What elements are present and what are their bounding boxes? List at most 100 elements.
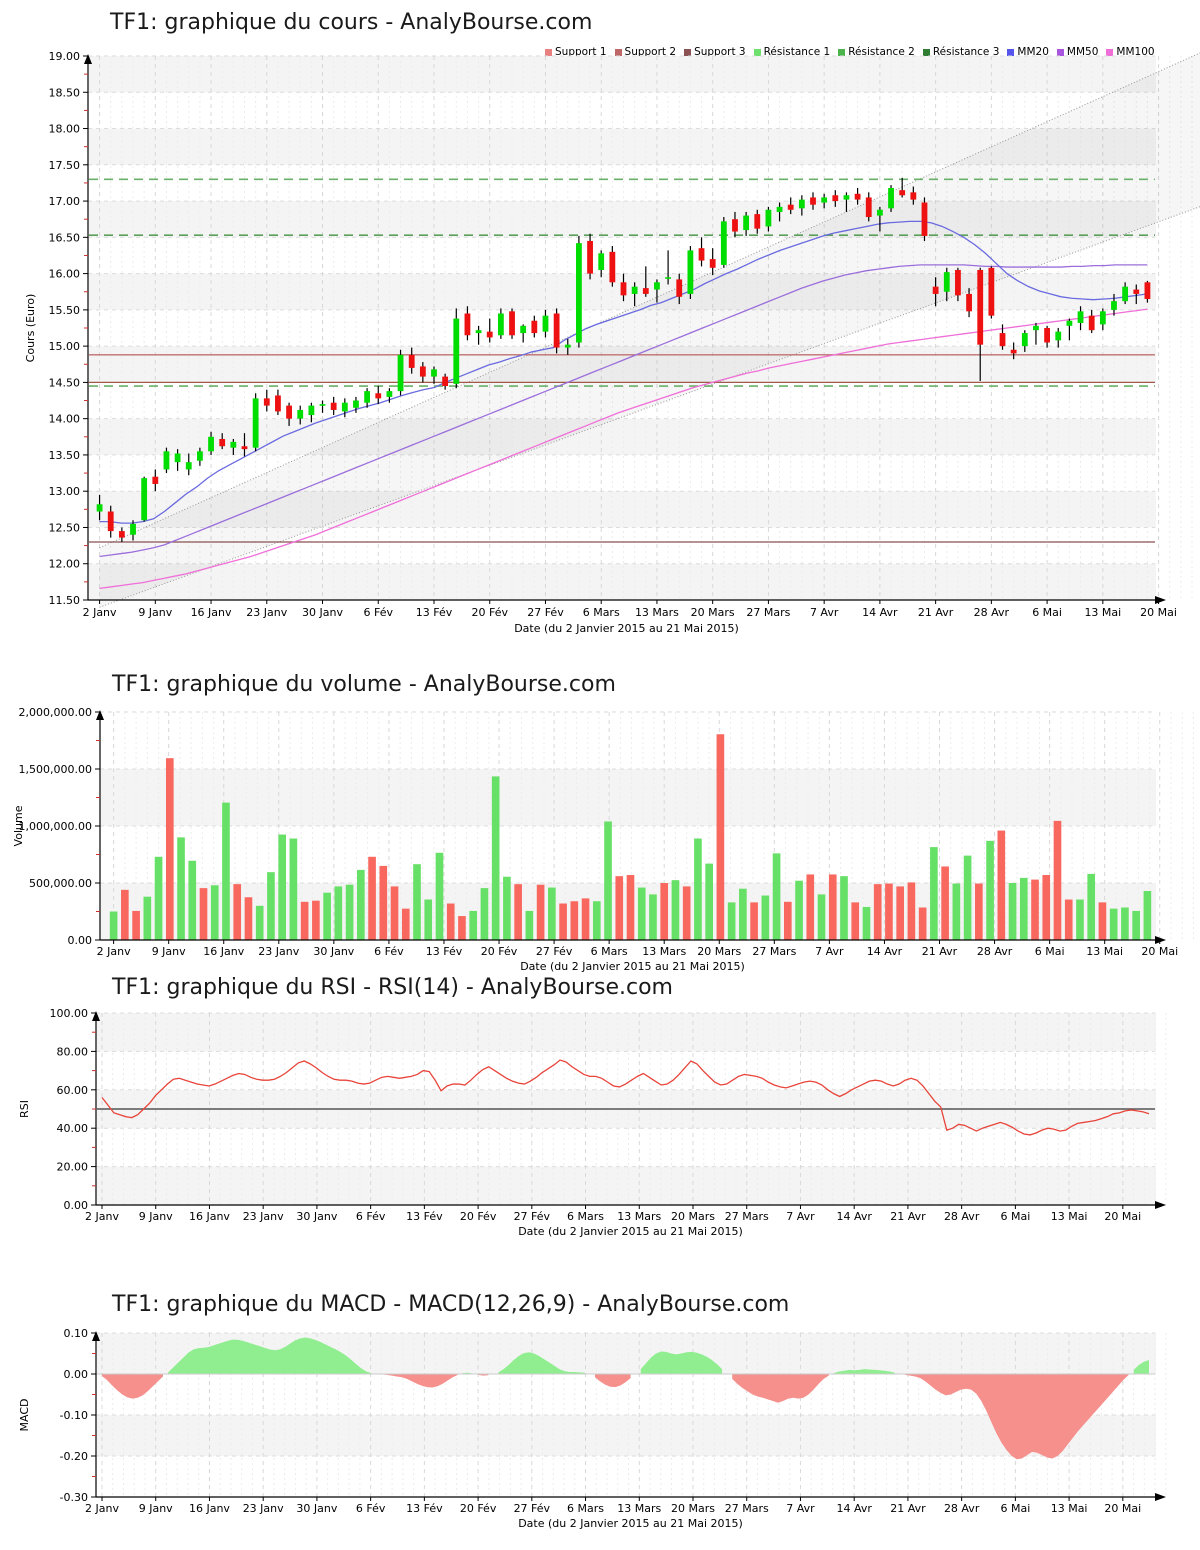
candle-body [185, 462, 192, 470]
x-axis-tick-label: 20 Fév [460, 1210, 497, 1223]
candle-body [442, 376, 449, 387]
volume-bar [795, 880, 803, 940]
macd-area-positive [640, 1351, 723, 1374]
candle-body [1021, 333, 1028, 347]
legend-item-mm100[interactable]: MM100 [1106, 46, 1155, 58]
x-axis-tick-label: 6 Mai [1000, 1210, 1030, 1223]
y-axis-tick-label: 12.50 [49, 521, 81, 534]
x-axis-arrow-icon [1155, 1493, 1166, 1501]
x-axis-tick-label: 6 Mars [591, 945, 628, 958]
x-axis-tick-label: 6 Mars [583, 606, 620, 619]
candle-body [955, 269, 961, 296]
candle-body [787, 204, 794, 210]
volume-bar [233, 884, 242, 940]
volume-bar [581, 898, 590, 940]
x-axis-tick-label: 27 Mars [746, 606, 790, 619]
legend-item-mm20[interactable]: MM20 [1007, 46, 1049, 58]
volume-bar [930, 847, 938, 940]
mm50-line [99, 264, 1148, 558]
volume-chart-svg: 0.00 500,000.00 1,000,000.00 1,500,000.00 2,… [12, 706, 1194, 973]
candle-body [431, 369, 437, 377]
volume-bar [783, 901, 792, 940]
macd-chart-panel: TF1: graphique du MACD - MACD(12,26,9) -… [0, 1270, 1200, 1550]
x-axis-tick-label: 16 Janv [203, 945, 244, 958]
candle-body [999, 333, 1006, 347]
volume-bar [840, 876, 848, 940]
candle-body [620, 282, 627, 296]
y-axis-tick-label: 18.00 [49, 123, 81, 136]
candle-body [654, 282, 660, 290]
macd-area-positive [833, 1369, 895, 1374]
grid-band [97, 1166, 1156, 1205]
x-axis-tick-label: 20 Mars [671, 1502, 715, 1515]
candle-body [241, 446, 248, 450]
candle-body [932, 286, 939, 294]
candle-body [141, 478, 148, 521]
candle-body [553, 313, 560, 348]
x-axis-tick-label: 14 Avr [836, 1210, 872, 1223]
volume-bar [660, 883, 669, 940]
candle-body [286, 405, 292, 419]
volume-bar [1053, 820, 1062, 940]
candle-body [832, 195, 839, 202]
legend-item-support-2[interactable]: Support 2 [614, 46, 676, 58]
volume-bar [312, 900, 320, 940]
price-chart-title: TF1: graphique du cours - AnalyBourse.co… [110, 10, 593, 35]
candle-body [219, 438, 226, 447]
mm100-line [99, 308, 1148, 590]
candle-body [174, 453, 181, 463]
legend-item-mm50[interactable]: MM50 [1056, 46, 1098, 58]
x-axis-tick-label: 23 Janv [258, 945, 299, 958]
legend-item-support-1[interactable]: Support 1 [545, 46, 607, 58]
y-axis-arrow-icon [84, 54, 92, 64]
x-axis-tick-label: 27 Mars [752, 945, 796, 958]
x-axis-tick-label: 28 Avr [977, 945, 1013, 958]
candle-body [988, 267, 995, 316]
volume-bar [1064, 899, 1073, 940]
y-axis-tick-label: 15.50 [49, 304, 81, 317]
volume-bar [278, 834, 286, 940]
x-axis-tick-label: 14 Avr [862, 606, 898, 619]
legend-label: Résistance 2 [848, 46, 915, 58]
macd-area-negative [381, 1374, 458, 1388]
y-axis-tick-label: 0.00 [68, 934, 93, 947]
candle-body [163, 451, 170, 470]
grid-band [97, 1013, 1156, 1052]
candle-body [419, 366, 426, 377]
y-axis-tick-label: 0.00 [64, 1199, 89, 1212]
candle-body [330, 402, 337, 410]
volume-bar [1031, 879, 1039, 940]
candle-body [676, 279, 683, 297]
volume-bar [548, 887, 556, 940]
candle-body [1088, 315, 1095, 331]
volume-bar [244, 897, 253, 940]
candle-body [319, 404, 326, 406]
x-axis-tick-label: 27 Mars [725, 1210, 769, 1223]
x-axis-tick-label: 13 Fév [416, 606, 453, 619]
legend-item-r-sistance-3[interactable]: Résistance 3 [922, 46, 999, 58]
legend-item-r-sistance-2[interactable]: Résistance 2 [838, 46, 915, 58]
grid-band [89, 418, 1156, 455]
candle-body [364, 391, 371, 403]
y-axis-tick-label: 60.00 [57, 1084, 89, 1097]
volume-bar [480, 888, 489, 940]
x-axis-tick-label: 9 Janv [152, 945, 186, 958]
candle-body [810, 197, 816, 205]
y-axis-tick-label: 13.00 [49, 485, 81, 498]
legend-item-support-3[interactable]: Support 3 [684, 46, 746, 58]
mm20-line [99, 220, 1148, 524]
y-axis-tick-label: 500,000.00 [29, 877, 92, 890]
price-chart-svg: 11.50 12.00 12.50 13.00 13.50 14.00 14.50 15.00… [24, 50, 1200, 635]
volume-bar [806, 874, 815, 940]
x-axis-tick-label: 28 Avr [944, 1502, 980, 1515]
x-axis-tick-label: 21 Avr [922, 945, 958, 958]
grid-band [89, 56, 1156, 93]
legend-item-r-sistance-1[interactable]: Résistance 1 [753, 46, 830, 58]
volume-bar [503, 876, 511, 940]
x-axis-tick-label: 6 Fév [364, 606, 394, 619]
x-axis-tick-label: 2 Janv [83, 606, 117, 619]
rsi-chart-panel: TF1: graphique du RSI - RSI(14) - AnalyB… [0, 950, 1200, 1270]
volume-bar [222, 802, 230, 940]
candle-body [943, 272, 950, 292]
volume-bar [289, 838, 298, 940]
